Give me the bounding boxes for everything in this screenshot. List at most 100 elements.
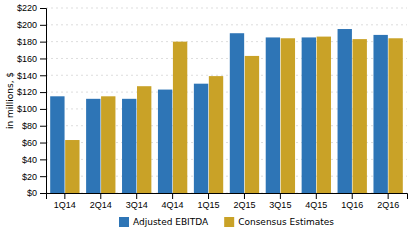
y-tick: $120: [17, 87, 46, 97]
y-tick-label: $120: [17, 87, 37, 97]
x-tick-label: 2Q15: [233, 200, 255, 210]
y-tick-label: $200: [17, 20, 37, 30]
bar: [338, 29, 352, 193]
y-tick: $140: [17, 71, 46, 81]
y-tick-mark: [40, 193, 46, 194]
x-tick-label: 4Q14: [162, 200, 184, 210]
legend-label: Adjusted EBITDA: [133, 217, 209, 227]
y-tick-label: $160: [17, 54, 37, 64]
bar: [101, 96, 115, 193]
bar: [194, 84, 208, 193]
x-tick: 1Q15: [198, 193, 220, 210]
x-tick: 2Q15: [233, 193, 255, 210]
legend-item: Adjusted EBITDA: [119, 217, 209, 227]
y-tick-label: $60: [22, 138, 37, 148]
legend-label: Consensus Estimates: [238, 217, 334, 227]
x-tick: 1Q16: [341, 193, 363, 210]
bar: [173, 42, 187, 193]
x-tick: 3Q15: [269, 193, 291, 210]
bar: [245, 56, 259, 193]
y-tick: $160: [17, 54, 46, 64]
y-tick: $40: [22, 155, 46, 165]
bar: [65, 140, 79, 193]
x-tick: 1Q14: [54, 193, 76, 210]
bar: [230, 33, 244, 193]
x-tick-mark: [100, 193, 101, 199]
x-tick-label: 4Q15: [305, 200, 327, 210]
grid-line: [46, 8, 407, 9]
legend-item: Consensus Estimates: [224, 217, 334, 227]
y-tick-label: $180: [17, 37, 37, 47]
plot: $0 $20 $40 $60 $80 $100 $120 $140 $160 $180 $200 $2…: [17, 3, 408, 210]
x-tick-mark: [244, 193, 245, 199]
x-tick-mark: [136, 193, 137, 199]
y-tick-label: $100: [17, 104, 37, 114]
y-tick-mark: [40, 42, 46, 43]
bar: [122, 99, 136, 193]
x-tick-mark: [388, 193, 389, 199]
y-axis-line: [40, 9, 47, 194]
x-tick-label: 1Q15: [198, 200, 220, 210]
y-tick-label: $40: [22, 155, 37, 165]
y-tick: $220: [17, 3, 46, 13]
y-axis: $0 $20 $40 $60 $80 $100 $120 $140 $160 $180 $200 $2…: [17, 3, 47, 198]
y-tick: $200: [17, 20, 46, 30]
x-tick-label: 2Q14: [90, 200, 112, 210]
chart: $0 $20 $40 $60 $80 $100 $120 $140 $160 $180 $200 $2…: [0, 0, 415, 233]
y-tick-label: $20: [22, 172, 37, 182]
bar: [373, 35, 387, 193]
bars: [50, 29, 403, 193]
x-tick: 4Q15: [305, 193, 327, 210]
x-tick-mark: [316, 193, 317, 199]
bar-series: [65, 37, 403, 193]
x-tick: 2Q16: [377, 193, 399, 210]
y-tick-mark: [40, 159, 46, 160]
bar-series: [50, 29, 388, 193]
y-tick-label: $220: [17, 3, 37, 13]
x-tick-label: 2Q16: [377, 200, 399, 210]
y-tick-label: $80: [22, 121, 37, 131]
y-axis-title: in millions, $: [5, 72, 15, 129]
x-tick-mark: [208, 193, 209, 199]
y-tick-label: $0: [27, 188, 37, 198]
bar: [137, 86, 151, 193]
y-tick-mark: [40, 109, 46, 110]
y-tick: $100: [17, 104, 46, 114]
bar: [317, 37, 331, 193]
x-tick-mark: [64, 193, 65, 199]
legend: Adjusted EBITDA Consensus Estimates: [119, 217, 334, 227]
y-tick-mark: [40, 58, 46, 59]
bar: [388, 38, 402, 193]
y-tick-mark: [40, 75, 46, 76]
x-tick-label: 3Q15: [269, 200, 291, 210]
grid-line: [46, 24, 407, 25]
x-tick: 2Q14: [90, 193, 112, 210]
y-tick-label: $140: [17, 71, 37, 81]
y-tick-mark: [40, 143, 46, 144]
bar: [209, 76, 223, 193]
grid: [46, 8, 407, 193]
x-tick-mark: [280, 193, 281, 199]
x-tick-label: 1Q14: [54, 200, 76, 210]
x-axis-line: [47, 194, 408, 200]
bar: [158, 90, 172, 193]
x-tick-label: 1Q16: [341, 200, 363, 210]
y-tick: $20: [22, 172, 46, 182]
bar: [86, 99, 100, 193]
x-tick-label: 3Q14: [126, 200, 148, 210]
y-tick: $60: [22, 138, 46, 148]
x-axis: 1Q14 2Q14 3Q14 4Q14 1Q15 2Q15 3Q15 4Q15 1Q16 2Q16: [47, 193, 408, 210]
y-tick: $0: [27, 188, 46, 198]
y-tick-mark: [40, 126, 46, 127]
x-tick: 3Q14: [126, 193, 148, 210]
y-tick: $180: [17, 37, 46, 47]
legend-swatch: [119, 217, 129, 227]
y-tick-mark: [40, 176, 46, 177]
y-tick-mark: [40, 8, 46, 9]
legend-swatch: [224, 217, 234, 227]
bar: [302, 37, 316, 193]
bar: [281, 38, 295, 193]
y-tick: $80: [22, 121, 46, 131]
x-tick-mark: [172, 193, 173, 199]
y-tick-mark: [40, 25, 46, 26]
